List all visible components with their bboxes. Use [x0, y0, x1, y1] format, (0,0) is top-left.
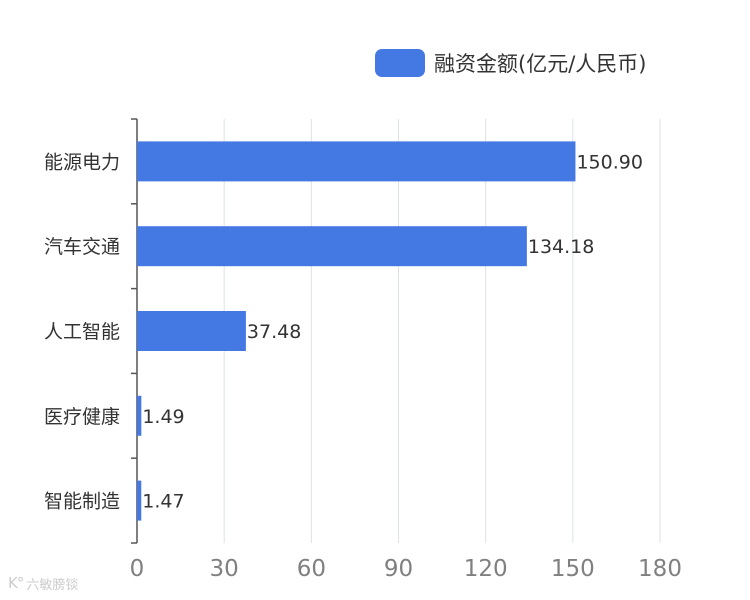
bar [137, 141, 576, 182]
x-tick-label: 150 [551, 556, 595, 582]
x-tick-label: 90 [384, 556, 413, 582]
bar [137, 395, 142, 436]
legend-label: 融资金额(亿元/人民币) [434, 52, 647, 76]
bar [137, 480, 142, 521]
y-category-label: 汽车交通 [44, 236, 120, 258]
legend-swatch [375, 49, 425, 77]
watermark-text: 六敏膀锬 [26, 577, 79, 593]
bar [137, 226, 527, 267]
x-tick-label: 30 [210, 556, 239, 582]
x-tick-label: 180 [638, 556, 682, 582]
watermark: K° 六敏膀锬 [8, 572, 78, 594]
x-tick-label: 0 [130, 556, 145, 582]
bar-value-label: 150.90 [576, 151, 642, 173]
bar [137, 311, 246, 351]
watermark-logo-icon: K° [8, 574, 24, 592]
y-category-label: 人工智能 [44, 321, 120, 343]
x-tick-label: 60 [297, 556, 326, 582]
bar-value-label: 134.18 [528, 236, 594, 258]
y-category-label: 智能制造 [44, 491, 120, 513]
bar-value-label: 1.47 [142, 491, 184, 513]
y-category-label: 医疗健康 [44, 406, 120, 428]
bar-value-label: 1.49 [142, 406, 184, 428]
bar-value-label: 37.48 [247, 321, 301, 343]
x-tick-label: 120 [464, 556, 508, 582]
legend[interactable]: 融资金额(亿元/人民币) [375, 47, 646, 79]
y-category-label: 能源电力 [44, 151, 120, 173]
